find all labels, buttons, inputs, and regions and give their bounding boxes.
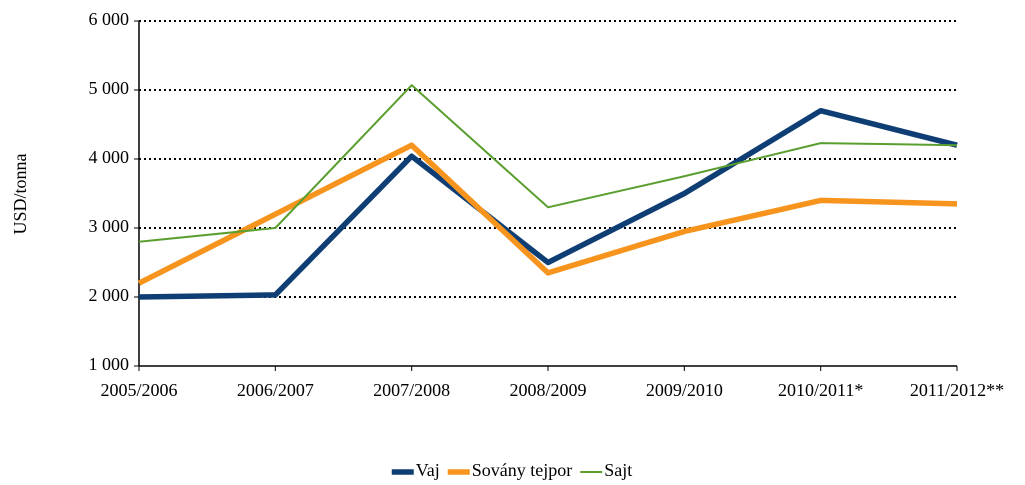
x-tick-label: 2006/2007 (237, 380, 314, 400)
y-tick-label: 6 000 (89, 9, 130, 29)
y-tick-label: 3 000 (89, 216, 130, 236)
x-tick-label: 2010/2011* (778, 380, 863, 400)
series-line (137, 142, 958, 286)
legend: Vaj Sovány tejpor Sajt (391, 460, 632, 480)
y-tick-label: 4 000 (89, 147, 130, 167)
x-tick-label: 2009/2010 (646, 380, 723, 400)
legend-label: Vaj (416, 460, 440, 480)
y-tick-label: 1 000 (89, 354, 130, 374)
legend-label: Sovány tejpor (472, 460, 573, 480)
series-line (138, 84, 958, 243)
x-tick-label: 2007/2008 (373, 380, 450, 400)
legend-label: Sajt (604, 460, 632, 480)
y-tick-label: 5 000 (89, 78, 130, 98)
x-tick-label: 2008/2009 (509, 380, 586, 400)
y-tick-label: 2 000 (89, 285, 130, 305)
y-axis-label: USD/tonna (10, 153, 30, 234)
x-tick-label: 2005/2006 (100, 380, 177, 400)
series-line (138, 107, 958, 300)
x-tick-label: 2011/2012** (910, 380, 1004, 400)
